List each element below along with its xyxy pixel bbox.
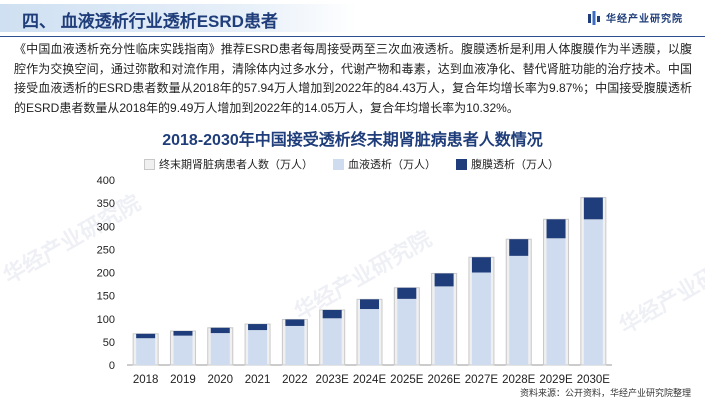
logo-text: 华经产业研究院: [606, 14, 683, 25]
bar-hemodialysis: [397, 298, 417, 365]
bar-hemodialysis: [248, 330, 268, 365]
legend-item-hemo: 血液透析（万人）: [333, 156, 436, 172]
x-tick-label: 2025E: [390, 374, 424, 386]
bar-total: [431, 272, 458, 366]
bar-hemodialysis: [322, 318, 342, 365]
bar-peritoneal-dialysis: [136, 333, 156, 339]
y-tick-label: 100: [97, 314, 115, 326]
bar-total: [319, 309, 346, 366]
bar-total: [356, 298, 383, 366]
x-tick-label: 2023E: [316, 374, 350, 386]
y-tick-label: 250: [97, 244, 115, 256]
source-note: 资料来源：公开资料，华经产业研究院整理: [519, 388, 691, 398]
bar-hemodialysis: [173, 335, 193, 365]
bar-total: [580, 197, 607, 366]
legend-item-total: 终末期肾脏病患者人数（万人）: [144, 156, 313, 172]
bar-hemodialysis: [434, 286, 454, 365]
x-tick-label: 2018: [133, 374, 159, 386]
bar-total: [505, 238, 532, 366]
bar-total: [468, 256, 495, 366]
x-tick-label: 2021: [245, 374, 271, 386]
bar-total: [132, 333, 159, 366]
legend-swatch-hemo: [333, 158, 344, 170]
bar-hemodialysis: [136, 338, 156, 365]
description-paragraph: 《中国血液透析充分性临床实践指南》推荐ESRD患者每周接受两至三次血液透析。腹膜…: [14, 42, 692, 115]
bar-hemodialysis: [210, 333, 230, 365]
x-tick-label: 2024E: [353, 374, 387, 386]
legend-swatch-total: [144, 158, 155, 170]
bar-total: [207, 327, 234, 366]
logo-icon: [588, 10, 600, 25]
bar-total: [393, 287, 420, 366]
chart-title: 2018-2030年中国接受透析终末期肾脏病患者人数情况: [162, 132, 543, 149]
x-tick-label: 2019: [170, 374, 196, 386]
logo: 华经产业研究院: [588, 10, 683, 25]
x-tick-label: 2029E: [539, 374, 573, 386]
y-tick-label: 200: [97, 268, 115, 280]
header: 四、 血液透析行业透析ESRD患者 华经产业研究院: [0, 0, 705, 36]
bar-peritoneal-dialysis: [210, 327, 230, 334]
bar-peritoneal-dialysis: [248, 324, 268, 331]
bar-peritoneal-dialysis: [397, 287, 417, 299]
legend-label-pd: 腹膜透析（万人）: [471, 159, 559, 171]
legend-label-hemo: 血液透析（万人）: [348, 159, 436, 171]
bar-peritoneal-dialysis: [509, 239, 529, 256]
x-tick-label: 2022: [282, 374, 308, 386]
x-tick-label: 2020: [207, 374, 233, 386]
x-tick-label: 2027E: [465, 374, 499, 386]
legend-swatch-pd: [456, 158, 467, 170]
watermark-center: 华经产业研究院: [289, 225, 436, 325]
section-title: 四、 血液透析行业透析ESRD患者: [22, 12, 278, 31]
bar-hemodialysis: [546, 238, 566, 365]
y-tick-label: 0: [109, 360, 115, 372]
x-tick-label: 2030E: [577, 374, 611, 386]
bar-hemodialysis: [285, 325, 305, 365]
bar-hemodialysis: [583, 219, 603, 365]
bar-hemodialysis: [471, 272, 491, 365]
bar-peritoneal-dialysis: [173, 331, 193, 336]
watermark-left: 华经产业研究院: [0, 189, 145, 289]
legend-item-pd: 腹膜透析（万人）: [456, 156, 559, 172]
bar-peritoneal-dialysis: [546, 219, 566, 239]
bar-peritoneal-dialysis: [434, 273, 454, 287]
bar-peritoneal-dialysis: [471, 257, 491, 273]
y-tick-label: 50: [103, 337, 115, 349]
y-tick-label: 150: [97, 291, 115, 303]
title-band: [0, 4, 358, 32]
legend: 终末期肾脏病患者人数（万人） 血液透析（万人） 腹膜透析（万人）: [144, 156, 579, 172]
bar-total: [543, 218, 570, 366]
watermark-right: 华经产业研究院: [614, 239, 705, 339]
legend-label-total: 终末期肾脏病患者人数（万人）: [159, 159, 313, 171]
y-tick-label: 400: [97, 175, 115, 187]
bar-hemodialysis: [509, 255, 529, 365]
header-divider: [0, 36, 705, 37]
bar-total: [281, 318, 308, 366]
bar-total: [244, 323, 271, 366]
bar-total: [169, 330, 196, 366]
bar-hemodialysis: [360, 309, 379, 365]
x-tick-label: 2026E: [427, 374, 461, 386]
x-tick-label: 2028E: [502, 374, 536, 386]
bar-peritoneal-dialysis: [583, 197, 603, 220]
bar-peritoneal-dialysis: [360, 299, 379, 310]
